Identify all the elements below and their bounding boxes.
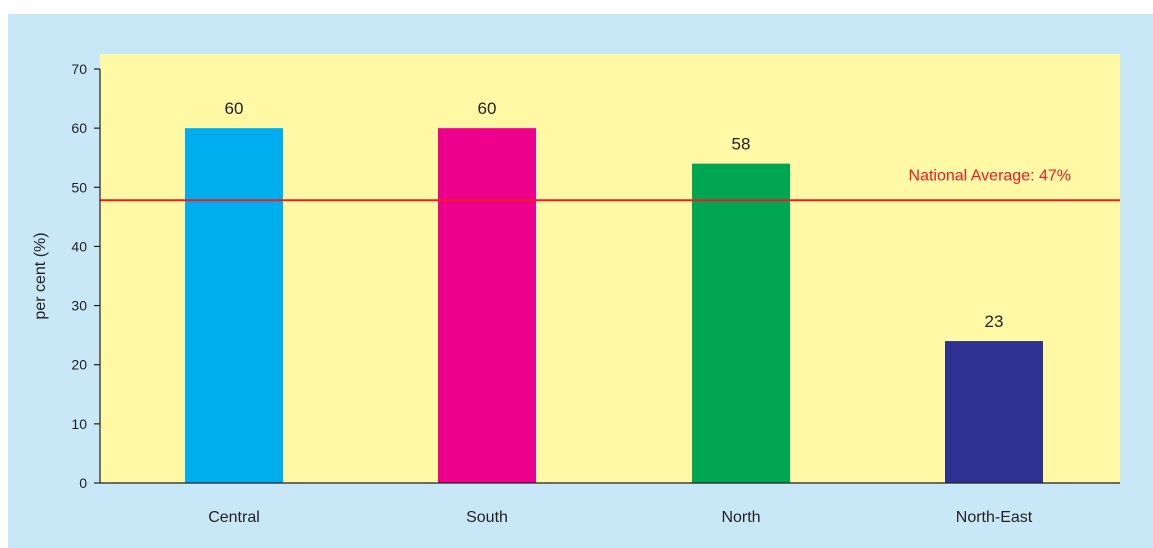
y-tick-label-40: 40 — [71, 238, 87, 254]
data-label-north-east: 23 — [985, 312, 1004, 331]
x-tick-label-south: South — [466, 509, 508, 526]
y-tick-label-10: 10 — [71, 416, 87, 432]
y-tick-label-20: 20 — [71, 357, 87, 373]
chart-frame: 60 60 58 23 National Average: 47% 0 10 20 30 40… — [8, 14, 1153, 548]
bar-chart: 60 60 58 23 National Average: 47% 0 10 20 30 40… — [8, 14, 1153, 548]
y-tick-label-30: 30 — [71, 298, 87, 314]
y-tick-label-0: 0 — [79, 475, 87, 491]
y-tick-label-60: 60 — [71, 120, 87, 136]
y-tick-label-50: 50 — [71, 179, 87, 195]
bar-central — [185, 128, 283, 483]
data-label-north: 58 — [732, 135, 751, 154]
bar-north — [692, 164, 790, 483]
x-tick-label-north: North — [721, 509, 760, 526]
y-tick-label-70: 70 — [71, 61, 87, 77]
x-tick-label-central: Central — [208, 509, 260, 526]
national-average-label: National Average: 47% — [909, 167, 1071, 184]
x-tick-label-north-east: North-East — [956, 509, 1033, 526]
data-label-south: 60 — [478, 99, 497, 118]
bar-south — [438, 128, 536, 483]
bar-north-east — [945, 341, 1043, 483]
data-label-central: 60 — [225, 99, 244, 118]
y-axis-title: per cent (%) — [32, 232, 49, 319]
